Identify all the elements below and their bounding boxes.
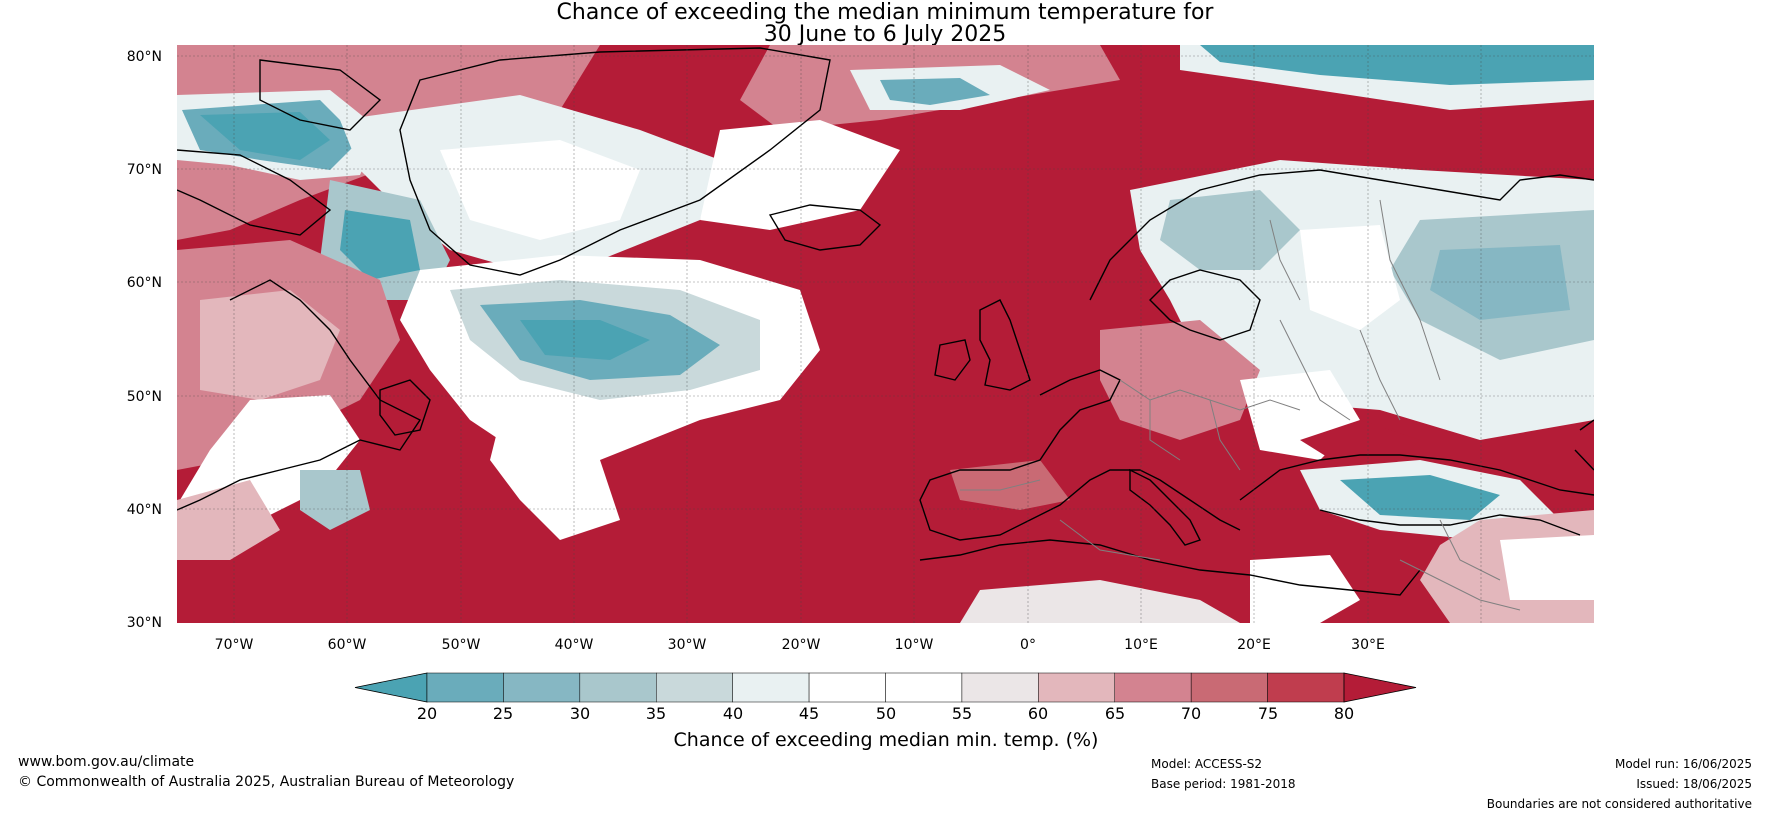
coastlines <box>177 47 1594 596</box>
colorbar-tick-label: 30 <box>570 704 590 723</box>
colorbar-segment <box>732 672 810 703</box>
colorbar-segment <box>1038 672 1116 703</box>
lat-label: 30°N <box>127 615 162 631</box>
colorbar-label: Chance of exceeding median min. temp. (%… <box>674 729 1099 751</box>
model-run-text: Model run: 16/06/2025 <box>1614 757 1752 771</box>
colorbar-segment <box>579 672 657 703</box>
colorbar-tick-label: 60 <box>1028 704 1048 723</box>
colorbar-tick-labels: 20 25 30 35 40 45 50 55 60 65 70 75 80 <box>417 704 1354 723</box>
colorbar-segment <box>426 672 504 703</box>
latitude-labels: 80°N 70°N 60°N 50°N 40°N 30°N <box>127 49 162 631</box>
lat-label: 60°N <box>127 275 162 291</box>
colorbar-tick-label: 20 <box>417 704 437 723</box>
colorbar-segment <box>961 672 1039 703</box>
lon-label: 20°E <box>1237 637 1271 653</box>
colorbar-segment <box>1190 672 1268 703</box>
colorbar-extension-high <box>1343 672 1417 703</box>
country-borders <box>960 199 1521 611</box>
colorbar <box>354 672 1417 703</box>
map-title-line1: Chance of exceeding the median minimum t… <box>556 0 1214 25</box>
lat-label: 50°N <box>127 389 162 405</box>
map-title-line2: 30 June to 6 July 2025 <box>763 22 1007 47</box>
colorbar-tick-label: 80 <box>1334 704 1354 723</box>
longitude-labels: 70°W 60°W 50°W 40°W 30°W 20°W 10°W 0° 10… <box>215 637 1385 653</box>
base-period-text: Base period: 1981-2018 <box>1151 777 1296 791</box>
lon-label: 10°E <box>1124 637 1158 653</box>
colorbar-tick-label: 35 <box>646 704 666 723</box>
colorbar-tick-label: 40 <box>723 704 743 723</box>
colorbar-segment <box>656 672 733 703</box>
colorbar-tick-label: 50 <box>876 704 896 723</box>
colorbar-tick-label: 75 <box>1258 704 1278 723</box>
lon-label: 70°W <box>215 637 254 653</box>
lat-label: 70°N <box>127 162 162 178</box>
copyright-text: © Commonwealth of Australia 2025, Austra… <box>18 774 515 790</box>
colorbar-tick-label: 25 <box>493 704 513 723</box>
colorbar-segment <box>1267 672 1345 703</box>
lon-label: 20°W <box>782 637 821 653</box>
model-text: Model: ACCESS-S2 <box>1151 757 1263 771</box>
lon-label: 30°E <box>1351 637 1385 653</box>
lon-label: 30°W <box>668 637 707 653</box>
website-link[interactable]: www.bom.gov.au/climate <box>18 754 195 770</box>
colorbar-tick-label: 45 <box>799 704 819 723</box>
graticule <box>177 45 1594 623</box>
map-area <box>177 45 1594 623</box>
lat-label: 40°N <box>127 502 162 518</box>
colorbar-segment <box>1114 672 1192 703</box>
lon-label: 0° <box>1020 637 1036 653</box>
lat-label: 80°N <box>127 49 162 65</box>
probability-field <box>177 45 1594 623</box>
colorbar-extension-low <box>354 672 428 703</box>
colorbar-tick-label: 55 <box>952 704 972 723</box>
colorbar-segment <box>503 672 581 703</box>
lon-label: 40°W <box>555 637 594 653</box>
lon-label: 60°W <box>328 637 367 653</box>
issued-text: Issued: 18/06/2025 <box>1636 777 1752 791</box>
colorbar-tick-label: 65 <box>1105 704 1125 723</box>
lon-label: 10°W <box>895 637 934 653</box>
colorbar-segment <box>885 672 963 703</box>
colorbar-segment <box>808 672 886 703</box>
disclaimer-text: Boundaries are not considered authoritat… <box>1486 797 1752 811</box>
lon-label: 50°W <box>442 637 481 653</box>
colorbar-tick-label: 70 <box>1181 704 1201 723</box>
